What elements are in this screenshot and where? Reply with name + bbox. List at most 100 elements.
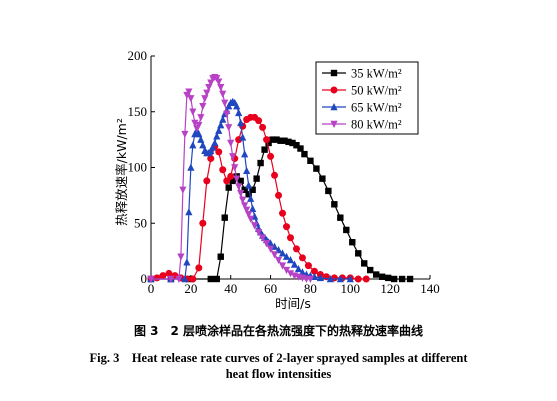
figure-caption-english: Fig. 3 Heat release rate curves of 2-lay…: [89, 351, 468, 365]
data-point: [337, 214, 344, 221]
data-point: [241, 202, 249, 210]
legend-label: 50 kW/m²: [351, 84, 402, 98]
chart-axes: 0 50 100 150 200 0 20 40 60 80 100 120 140: [128, 48, 440, 296]
data-point: [189, 275, 197, 283]
series-4: [147, 73, 315, 283]
data-point: [203, 89, 211, 97]
data-point: [197, 114, 205, 122]
x-tick-label: 40: [224, 281, 237, 296]
data-point: [223, 177, 231, 185]
data-point: [233, 102, 241, 110]
x-tick-label: 140: [420, 281, 440, 296]
data-point: [310, 267, 318, 275]
data-point: [251, 222, 259, 230]
figure-caption-chinese: 图 3 2 层喷涂样品在各热流强度下的热释放速率曲线: [133, 324, 424, 338]
y-tick-label: 50: [134, 215, 147, 230]
legend-label: 35 kW/m²: [351, 67, 402, 81]
legend-entry: 65 kW/m²: [322, 101, 402, 115]
data-point: [237, 177, 244, 185]
data-point: [215, 148, 223, 156]
data-point: [261, 146, 268, 153]
legend-entry: 80 kW/m²: [322, 118, 402, 132]
data-point: [361, 260, 368, 267]
data-point: [287, 234, 294, 242]
data-point: [209, 143, 217, 151]
data-point: [239, 133, 247, 141]
data-point: [199, 102, 207, 111]
data-point: [325, 187, 332, 195]
data-point: [235, 108, 243, 117]
data-point: [249, 204, 257, 212]
data-point: [223, 110, 231, 118]
data-point: [229, 177, 236, 185]
data-point: [384, 274, 392, 282]
data-point: [237, 189, 245, 198]
data-point: [319, 175, 326, 182]
data-point: [390, 275, 398, 283]
data-point: [349, 239, 356, 246]
legend-marker: [330, 120, 338, 128]
data-point: [215, 126, 223, 134]
data-point: [269, 136, 276, 143]
data-point: [255, 228, 263, 237]
heat-release-chart: 0 50 100 150 200 0 20 40 60 80 100 120 140 35 kW/m² 5…: [114, 48, 440, 311]
data-point: [307, 157, 314, 165]
data-point: [217, 253, 224, 260]
data-point: [229, 153, 237, 161]
data-point: [275, 191, 283, 199]
data-point: [183, 258, 191, 266]
data-point: [279, 209, 287, 217]
chart-series: [147, 73, 414, 283]
data-point: [221, 99, 229, 107]
legend-marker: [330, 103, 338, 111]
data-point: [298, 254, 306, 262]
data-point: [185, 208, 193, 216]
data-point: [259, 123, 267, 131]
data-point: [313, 165, 320, 172]
data-point: [179, 186, 187, 194]
data-point: [245, 181, 253, 189]
data-point: [185, 88, 193, 96]
data-point: [273, 136, 280, 143]
data-point: [199, 219, 207, 227]
data-point: [293, 142, 300, 149]
data-point: [336, 275, 344, 283]
data-point: [235, 183, 243, 191]
data-point: [283, 223, 291, 231]
x-tick-label: 20: [184, 281, 197, 296]
chart-legend: 35 kW/m² 50 kW/m² 65 kW/m² 80 kW/m²: [315, 61, 419, 135]
data-point: [304, 262, 312, 270]
data-point: [285, 138, 292, 146]
data-point: [253, 175, 260, 182]
y-tick-label: 150: [128, 104, 148, 119]
data-point: [286, 256, 295, 264]
data-point: [316, 273, 324, 282]
data-point: [237, 118, 245, 127]
data-point: [331, 201, 338, 208]
data-point: [239, 196, 247, 204]
data-point: [165, 269, 173, 277]
data-point: [247, 194, 255, 202]
data-point: [181, 130, 189, 139]
data-point: [278, 262, 287, 270]
data-point: [219, 90, 227, 98]
data-point: [270, 251, 279, 259]
legend-marker: [330, 69, 338, 77]
data-point: [378, 273, 386, 280]
data-point: [207, 155, 215, 163]
data-point: [153, 274, 161, 282]
data-point: [277, 137, 284, 144]
data-point: [289, 139, 296, 147]
data-point: [367, 266, 374, 274]
data-point: [167, 275, 175, 283]
data-point: [281, 137, 288, 144]
data-point: [227, 139, 235, 147]
figure-caption-english-continued: heat flow intensities: [225, 367, 332, 381]
data-point: [195, 130, 203, 138]
x-tick-label: 80: [304, 281, 317, 296]
data-point: [207, 275, 214, 283]
data-point: [266, 245, 275, 253]
data-point: [245, 211, 253, 219]
data-point: [213, 275, 220, 283]
data-point: [203, 177, 211, 185]
